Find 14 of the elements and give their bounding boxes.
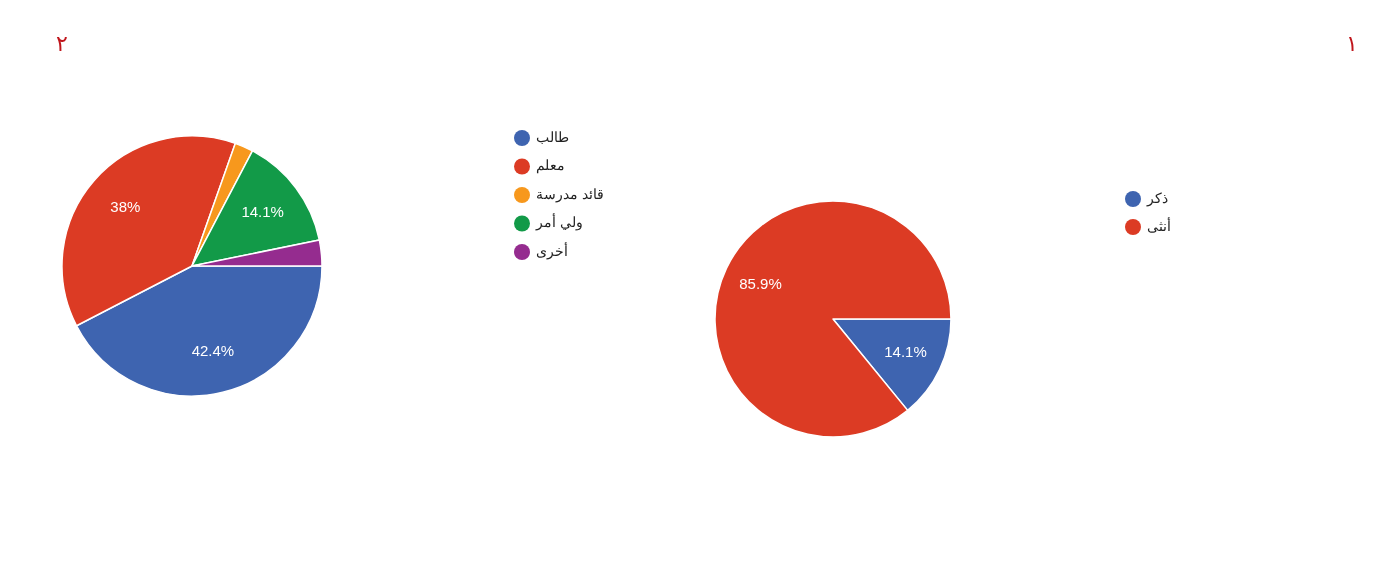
legend-label: أنثى [1147,215,1171,234]
data-label: 38% [110,197,141,215]
legend-label: معلم [536,157,565,175]
data-label: 14.1% [241,202,284,220]
legend-label: ذكر [1146,189,1168,207]
legend-label: طالب [536,128,569,145]
data-label: 42.4% [191,341,235,359]
text: ١ [1346,31,1358,56]
legend-label: ولي أمر [535,212,583,232]
legend-label: قائد مدرسة [536,185,604,203]
data-label: 14.1% [884,343,927,361]
text: ٢ [56,31,68,56]
data-label: 85.9% [739,274,782,292]
legend-label: أخرى [536,240,568,260]
